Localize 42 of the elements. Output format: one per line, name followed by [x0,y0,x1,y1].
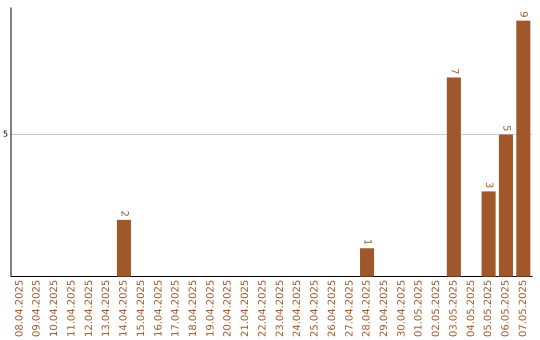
x-tick-label: 11.04.2025 [66,280,78,338]
x-tick-label: 28.04.2025 [362,280,373,338]
x-tick-label: 16.04.2025 [153,280,164,338]
x-tick-label: 14.04.2025 [118,280,130,338]
x-tick-label: 13.04.2025 [101,280,112,338]
x-tick-label: 08.04.2025 [14,280,26,338]
x-tick-label: 12.04.2025 [84,280,95,338]
bar [516,20,530,277]
data-label: 2 [118,210,130,217]
x-tick-label: 07.05.2025 [518,280,529,338]
x-tick-label: 09.04.2025 [32,280,43,338]
x-tick-label: 22.04.2025 [257,280,268,338]
x-tick-label: 04.05.2025 [466,280,477,338]
x-tick-label: 03.05.2025 [448,280,460,338]
x-tick-label: 23.04.2025 [274,280,286,338]
x-tick-label: 30.04.2025 [396,280,408,338]
bar [446,78,461,277]
x-tick-label: 05.05.2025 [483,280,494,338]
x-tick-label: 27.04.2025 [344,280,356,338]
x-tick-label: 24.04.2025 [292,280,304,338]
x-tick-label: 17.04.2025 [170,280,182,338]
x-tick-label: 06.05.2025 [500,280,512,338]
x-tick-label: 29.04.2025 [379,280,390,338]
bar [360,248,374,277]
x-tick-label: 25.04.2025 [310,280,321,338]
data-label: 7 [448,68,460,75]
x-tick-label: 18.04.2025 [188,280,199,338]
x-tick-label: 19.04.2025 [205,280,216,338]
data-label: 1 [361,238,372,246]
x-tick-label: 15.04.2025 [136,280,147,338]
data-label: 9 [518,11,529,18]
x-tick-label: 21.04.2025 [240,280,252,338]
bar [498,134,513,277]
bar [482,191,496,277]
data-label: 3 [482,182,494,188]
data-label: 5 [500,125,512,132]
x-tick-label: 26.04.2025 [326,280,338,338]
x-tick-label: 01.05.2025 [414,280,425,338]
x-tick-label: 20.04.2025 [222,280,234,338]
x-tick-label: 02.05.2025 [431,280,442,338]
bar [116,220,131,277]
x-tick-label: 10.04.2025 [49,280,60,338]
